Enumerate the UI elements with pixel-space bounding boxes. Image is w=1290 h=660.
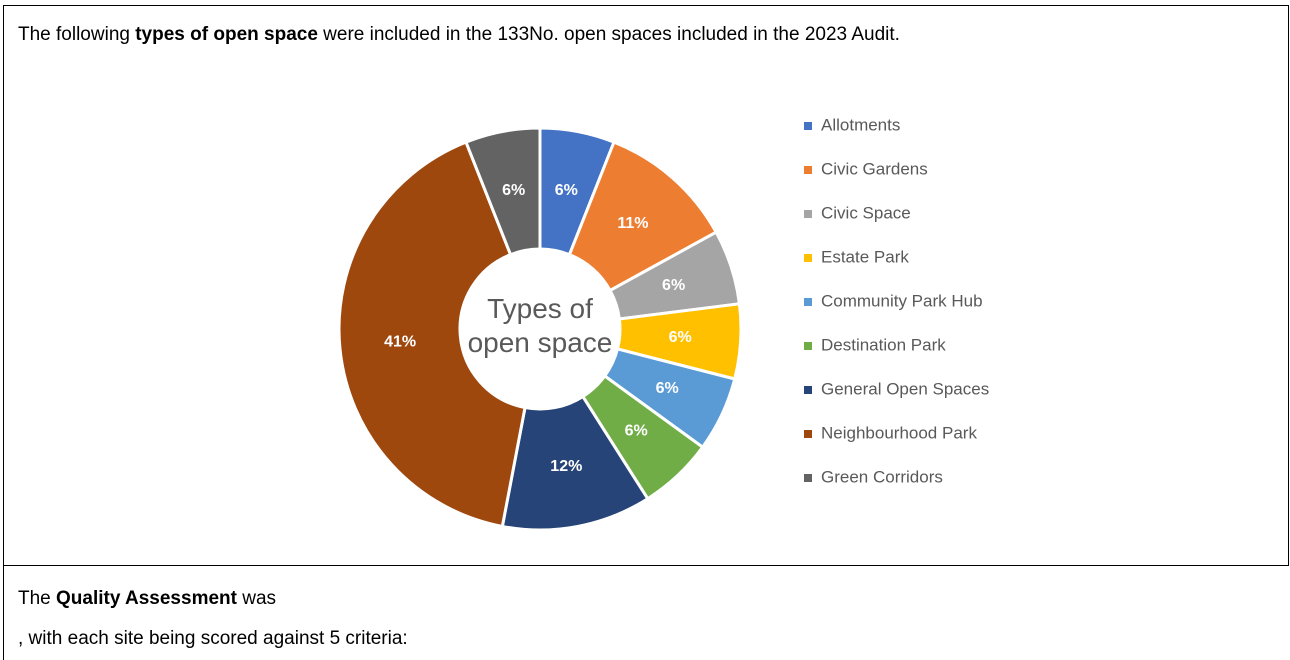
chart: 6% 11% 6% 6% 6% 6% 12% 41% 6% Allotments Civic Gar… <box>337 115 989 532</box>
criteria-paragraph: , with each site being scored against 5 … <box>18 628 408 649</box>
legend-swatch <box>804 430 812 438</box>
border <box>1288 5 1289 565</box>
text: The <box>18 588 57 609</box>
text: was <box>236 588 277 609</box>
legend-label: Destination Park <box>821 335 946 354</box>
legend-swatch <box>804 122 812 130</box>
legend-swatch <box>804 166 812 174</box>
slice <box>464 126 542 257</box>
intro-paragraph: The following types of open space were i… <box>18 24 900 46</box>
legend-label: Civic Gardens <box>821 159 928 178</box>
slice-label: 12% <box>550 458 582 475</box>
legend-swatch <box>804 386 812 394</box>
legend-label: Civic Space <box>821 203 911 222</box>
slice-label: 6% <box>662 277 685 294</box>
quality-paragraph: The Quality Assessment was <box>18 588 276 610</box>
slice-label: 41% <box>384 333 416 350</box>
legend-label: Green Corridors <box>821 467 943 486</box>
legend-label: Estate Park <box>821 247 909 266</box>
legend-swatch <box>804 474 812 482</box>
legend-swatch <box>804 342 812 350</box>
border <box>3 5 1288 6</box>
slice-label: 6% <box>656 380 679 397</box>
border <box>3 565 1289 566</box>
text: were included in the 133No. open spaces … <box>317 24 900 45</box>
legend-label: Neighbourhood Park <box>821 423 977 442</box>
text: The following <box>18 24 136 45</box>
legend-swatch <box>804 254 812 262</box>
border <box>3 5 4 660</box>
legend-label: Allotments <box>821 115 900 134</box>
legend-label: General Open Spaces <box>821 379 989 398</box>
slice-label: 6% <box>625 423 648 440</box>
bold-text: Quality Assessment <box>56 588 237 609</box>
slice-label: 6% <box>669 329 692 346</box>
chart-title: Types of open space <box>467 293 613 358</box>
slice-label: 11% <box>617 215 648 232</box>
slice-label: 6% <box>555 182 578 199</box>
legend-label: Community Park Hub <box>821 291 983 310</box>
legend-swatch <box>804 298 812 306</box>
slice-label: 6% <box>502 182 525 199</box>
legend-swatch <box>804 210 812 218</box>
bold-text: types of open space <box>135 24 318 45</box>
slice <box>337 140 527 529</box>
